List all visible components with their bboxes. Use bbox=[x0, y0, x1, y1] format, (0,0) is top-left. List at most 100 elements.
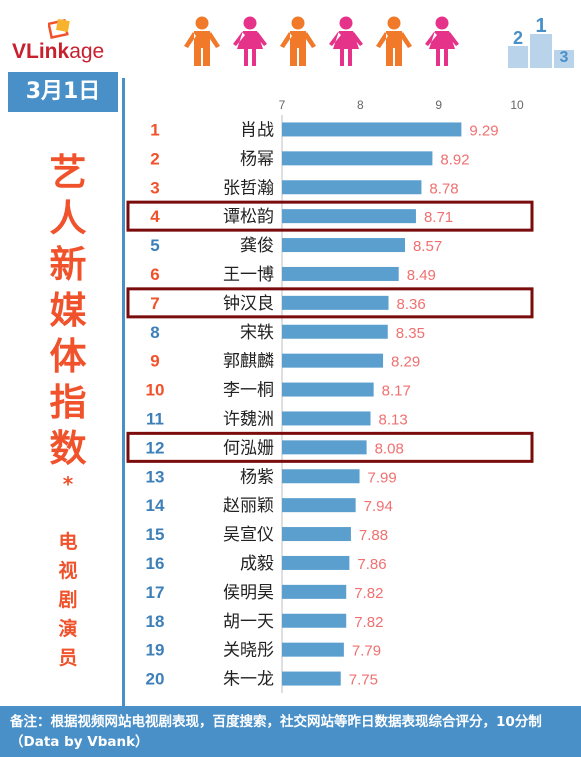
bar bbox=[282, 440, 367, 455]
value-label: 9.29 bbox=[469, 122, 498, 139]
artist-name-label: 钟汉良 bbox=[223, 294, 274, 314]
value-label: 7.79 bbox=[352, 643, 381, 660]
person-female-icon bbox=[329, 16, 363, 66]
vertical-subtitle-char: 电 bbox=[58, 531, 78, 553]
bar bbox=[282, 151, 433, 166]
rank-label: 13 bbox=[146, 467, 165, 486]
vertical-subtitle-char: 视 bbox=[58, 560, 78, 582]
artist-name-label: 杨紫 bbox=[240, 467, 274, 487]
artist-name-label: 龚俊 bbox=[240, 236, 274, 256]
highlight-box bbox=[126, 287, 534, 319]
bar bbox=[282, 324, 388, 339]
value-label: 7.88 bbox=[359, 527, 388, 544]
artist-name-label: 侯明昊 bbox=[223, 583, 274, 603]
podium-icon: 1 2 3 bbox=[508, 15, 574, 68]
person-male-icon bbox=[184, 16, 220, 66]
value-label: 8.29 bbox=[391, 354, 420, 371]
date-label: 3月1日 bbox=[8, 72, 118, 112]
rank-label: 12 bbox=[146, 438, 165, 457]
svg-text:1: 1 bbox=[535, 15, 546, 37]
bar bbox=[282, 469, 360, 484]
bar bbox=[282, 584, 347, 599]
svg-text:3: 3 bbox=[560, 49, 569, 66]
person-male-icon bbox=[376, 16, 412, 66]
bar bbox=[282, 266, 399, 281]
bar bbox=[282, 671, 341, 686]
rank-label: 1 bbox=[150, 120, 159, 139]
artist-name-label: 肖战 bbox=[240, 120, 274, 140]
artist-name-label: 谭松韵 bbox=[223, 207, 274, 227]
artist-name-label: 许魏洲 bbox=[223, 409, 274, 429]
logo-text-light: age bbox=[69, 40, 105, 63]
bar bbox=[282, 411, 371, 426]
vertical-title-char: 体 bbox=[49, 335, 87, 378]
rank-label: 7 bbox=[150, 294, 159, 313]
vertical-title-char: 新 bbox=[49, 243, 87, 286]
people-icons-row bbox=[184, 16, 459, 66]
rank-label: 18 bbox=[146, 612, 165, 631]
value-label: 8.36 bbox=[397, 296, 426, 313]
value-label: 8.57 bbox=[413, 238, 442, 255]
rank-label: 6 bbox=[150, 265, 159, 284]
rank-label: 11 bbox=[146, 409, 164, 428]
value-label: 8.08 bbox=[375, 440, 404, 457]
bar bbox=[282, 122, 462, 137]
vertical-title-char: 数 bbox=[49, 427, 87, 470]
rank-label: 17 bbox=[146, 583, 165, 602]
rank-label: 15 bbox=[146, 525, 165, 544]
logo-wordmark: VLinkage bbox=[12, 40, 104, 64]
logo-mark-icon bbox=[48, 19, 70, 39]
artist-name-label: 王一博 bbox=[223, 265, 274, 285]
value-label: 7.82 bbox=[354, 614, 383, 631]
person-female-icon bbox=[233, 16, 267, 66]
rank-label: 10 bbox=[146, 381, 165, 400]
artist-name-label: 赵丽颖 bbox=[223, 496, 274, 516]
rank-label: 9 bbox=[150, 352, 159, 371]
rank-label: 4 bbox=[150, 207, 160, 226]
artist-name-label: 杨幂 bbox=[240, 149, 274, 169]
artist-name-label: 胡一天 bbox=[223, 612, 274, 632]
svg-text:2: 2 bbox=[513, 28, 523, 48]
x-tick-label: 10 bbox=[510, 98, 524, 112]
vlinkage-logo: VLinkage bbox=[12, 18, 122, 64]
bar bbox=[282, 555, 350, 570]
panel-divider bbox=[122, 78, 125, 706]
vertical-title-char: 艺 bbox=[49, 151, 87, 194]
value-label: 8.78 bbox=[429, 180, 458, 197]
bar bbox=[282, 295, 389, 310]
rank-label: 5 bbox=[150, 236, 159, 255]
bar bbox=[282, 209, 416, 224]
artist-name-label: 朱一龙 bbox=[223, 670, 274, 690]
vertical-title-char: 媒 bbox=[49, 289, 87, 332]
rank-label: 16 bbox=[146, 554, 165, 573]
bar bbox=[282, 353, 384, 368]
value-label: 7.99 bbox=[368, 469, 397, 486]
bar bbox=[282, 527, 351, 542]
ranking-bar-chart: 7 8 9 10 1 肖战 9.29 2 杨幂 8.92 3 张哲瀚 8.78 4 谭松韵 8.71 5 龚俊 8.… bbox=[126, 98, 534, 693]
artist-name-label: 吴宣仪 bbox=[223, 525, 274, 545]
vertical-subtitle-char: 演 bbox=[58, 618, 78, 640]
value-label: 7.82 bbox=[354, 585, 383, 602]
bar bbox=[282, 642, 344, 657]
vertical-subtitle: 电 视 剧 演 员 bbox=[50, 528, 86, 673]
bar bbox=[282, 613, 347, 628]
rank-label: 8 bbox=[150, 323, 159, 342]
rank-label: 20 bbox=[146, 670, 165, 689]
title-asterisk: * bbox=[62, 472, 74, 496]
artist-name-label: 李一桐 bbox=[223, 381, 274, 401]
logo-text-bold: VLink bbox=[12, 40, 70, 63]
artist-name-label: 关晓彤 bbox=[223, 641, 274, 661]
bar bbox=[282, 382, 374, 397]
artist-name-label: 张哲瀚 bbox=[223, 178, 274, 198]
vertical-title: 艺 人 新 媒 体 指 数 bbox=[48, 150, 88, 472]
x-tick-label: 8 bbox=[357, 98, 364, 112]
person-female-icon bbox=[425, 16, 459, 66]
artist-name-label: 宋轶 bbox=[240, 323, 274, 343]
vertical-title-char: 指 bbox=[49, 381, 87, 424]
value-label: 8.71 bbox=[424, 209, 453, 226]
bar bbox=[282, 180, 422, 195]
highlight-box bbox=[126, 200, 534, 232]
value-label: 8.49 bbox=[407, 267, 436, 284]
value-label: 8.13 bbox=[379, 411, 408, 428]
value-label: 8.17 bbox=[382, 383, 411, 400]
